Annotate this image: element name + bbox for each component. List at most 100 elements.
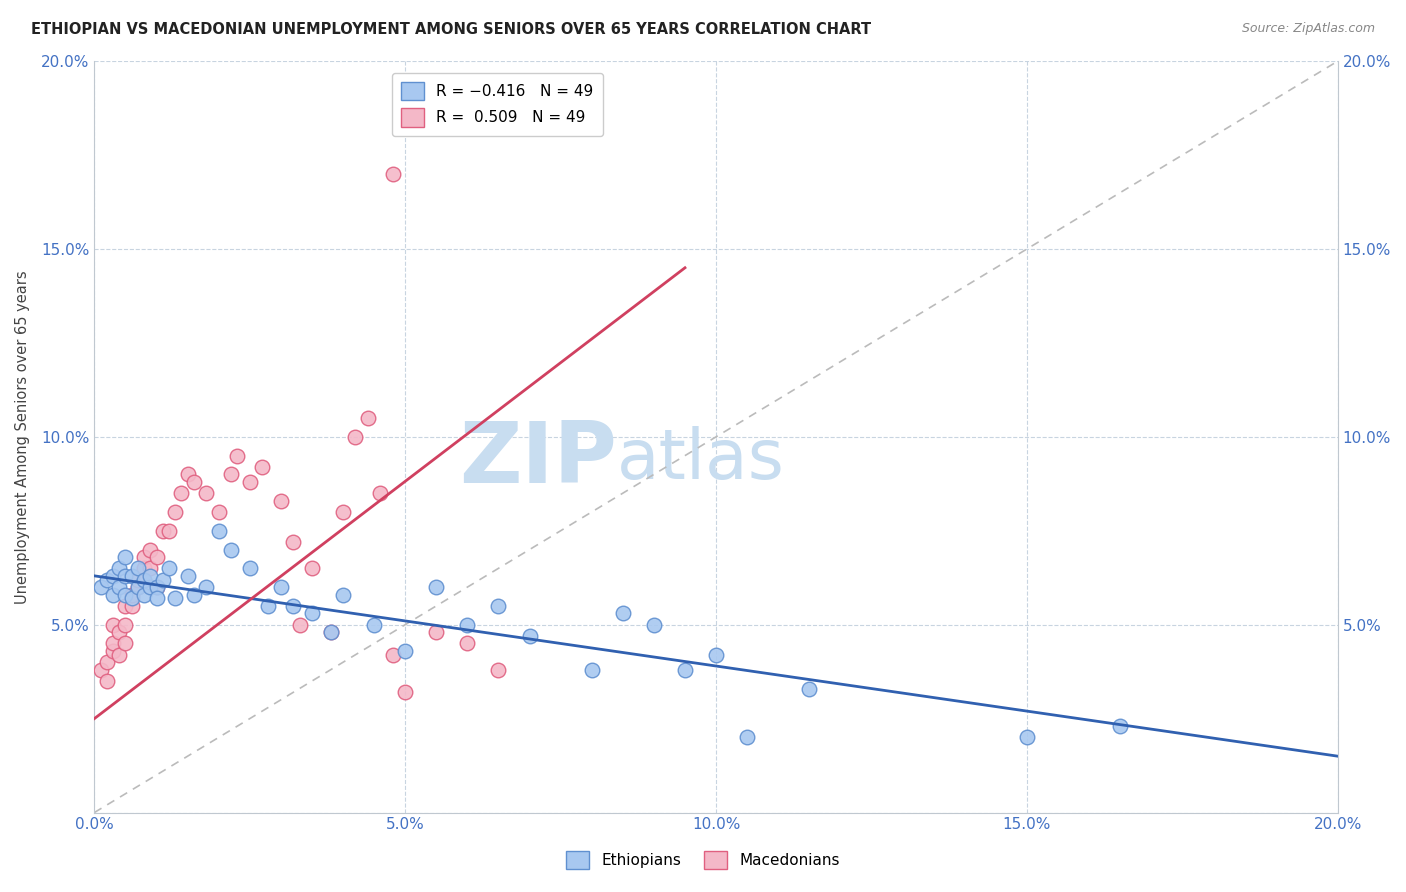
Point xyxy=(612,607,634,621)
Point xyxy=(1015,731,1038,745)
Point xyxy=(127,580,149,594)
Point xyxy=(121,569,143,583)
Point xyxy=(456,636,478,650)
Point xyxy=(145,591,167,606)
Point xyxy=(101,569,124,583)
Point xyxy=(139,542,162,557)
Point xyxy=(208,505,231,519)
Point xyxy=(270,580,292,594)
Point xyxy=(226,449,249,463)
Point xyxy=(165,505,187,519)
Point xyxy=(145,550,167,565)
Point xyxy=(101,636,124,650)
Point xyxy=(301,607,323,621)
Point xyxy=(121,591,143,606)
Point xyxy=(394,685,416,699)
Point xyxy=(96,674,118,689)
Point xyxy=(319,625,342,640)
Point xyxy=(132,588,155,602)
Point xyxy=(170,486,193,500)
Point xyxy=(96,655,118,669)
Point xyxy=(132,573,155,587)
Point xyxy=(183,588,205,602)
Point xyxy=(394,644,416,658)
Point xyxy=(370,486,392,500)
Point xyxy=(139,580,162,594)
Text: atlas: atlas xyxy=(617,425,785,493)
Point xyxy=(183,475,205,489)
Point xyxy=(90,663,112,677)
Point xyxy=(673,663,696,677)
Point xyxy=(381,167,404,181)
Point xyxy=(425,580,447,594)
Point xyxy=(283,535,305,549)
Point xyxy=(381,648,404,662)
Point xyxy=(257,599,280,613)
Text: ETHIOPIAN VS MACEDONIAN UNEMPLOYMENT AMONG SENIORS OVER 65 YEARS CORRELATION CHA: ETHIOPIAN VS MACEDONIAN UNEMPLOYMENT AMO… xyxy=(31,22,872,37)
Point xyxy=(127,573,149,587)
Point xyxy=(519,629,541,643)
Point xyxy=(152,524,174,538)
Point xyxy=(132,550,155,565)
Point xyxy=(108,625,131,640)
Point xyxy=(152,573,174,587)
Point xyxy=(301,561,323,575)
Point xyxy=(288,617,311,632)
Point xyxy=(239,475,262,489)
Point xyxy=(139,569,162,583)
Point xyxy=(139,561,162,575)
Point xyxy=(101,588,124,602)
Y-axis label: Unemployment Among Seniors over 65 years: Unemployment Among Seniors over 65 years xyxy=(15,270,30,604)
Point xyxy=(195,580,218,594)
Point xyxy=(357,411,380,425)
Point xyxy=(195,486,218,500)
Point xyxy=(101,644,124,658)
Point xyxy=(332,588,354,602)
Point xyxy=(108,561,131,575)
Point xyxy=(1109,719,1132,733)
Legend: R = −0.416   N = 49, R =  0.509   N = 49: R = −0.416 N = 49, R = 0.509 N = 49 xyxy=(392,72,603,136)
Point xyxy=(344,430,367,444)
Point xyxy=(157,524,180,538)
Point xyxy=(250,459,273,474)
Point xyxy=(799,681,821,696)
Point xyxy=(456,617,478,632)
Point xyxy=(270,493,292,508)
Point xyxy=(735,731,758,745)
Point xyxy=(96,573,118,587)
Point xyxy=(114,617,136,632)
Point xyxy=(108,580,131,594)
Point xyxy=(219,467,242,482)
Text: Source: ZipAtlas.com: Source: ZipAtlas.com xyxy=(1241,22,1375,36)
Point xyxy=(176,467,198,482)
Point xyxy=(488,663,510,677)
Point xyxy=(127,580,149,594)
Point xyxy=(283,599,305,613)
Point xyxy=(581,663,603,677)
Point xyxy=(90,580,112,594)
Point xyxy=(425,625,447,640)
Point xyxy=(114,569,136,583)
Point xyxy=(488,599,510,613)
Point xyxy=(319,625,342,640)
Point xyxy=(101,617,124,632)
Point xyxy=(176,569,198,583)
Point xyxy=(363,617,385,632)
Point xyxy=(643,617,665,632)
Point xyxy=(145,580,167,594)
Point xyxy=(114,599,136,613)
Text: ZIP: ZIP xyxy=(458,417,617,501)
Point xyxy=(114,550,136,565)
Point xyxy=(132,573,155,587)
Point xyxy=(114,588,136,602)
Legend: Ethiopians, Macedonians: Ethiopians, Macedonians xyxy=(560,845,846,875)
Point xyxy=(121,588,143,602)
Point xyxy=(108,648,131,662)
Point xyxy=(332,505,354,519)
Point xyxy=(127,561,149,575)
Point xyxy=(157,561,180,575)
Point xyxy=(219,542,242,557)
Point xyxy=(132,561,155,575)
Point xyxy=(208,524,231,538)
Point xyxy=(114,636,136,650)
